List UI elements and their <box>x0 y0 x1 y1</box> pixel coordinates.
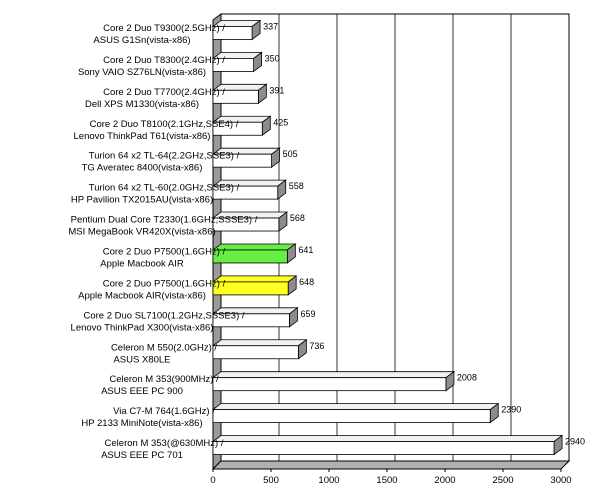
category-label-line1: Via C7-M 764(1.6GHz) / <box>113 406 215 417</box>
bar-14 <box>211 434 564 456</box>
category-label-line2: ASUS EEE PC 701 <box>101 450 183 461</box>
category-label-line1: Core 2 Duo P7500(1.6GHz) / <box>103 246 226 257</box>
value-label: 568 <box>290 213 305 223</box>
value-label: 2008 <box>457 373 477 383</box>
bar-7 <box>211 211 289 232</box>
bar-5 <box>211 147 281 168</box>
bar-front-face <box>212 345 299 360</box>
bar-front-face <box>212 57 254 72</box>
value-label: 641 <box>298 245 313 255</box>
bar-top-face <box>211 435 564 442</box>
category-label-line2: MSI MegaBook VR420X(vista-x86) <box>68 227 215 238</box>
bar-front-face <box>212 89 259 104</box>
bar-top-face <box>211 371 456 379</box>
x-tick-label: 0 <box>210 475 215 486</box>
category-label-line1: Celeron M 550(2.0GHz) / <box>111 342 217 353</box>
x-tick-label: 1500 <box>376 475 397 486</box>
bar-9 <box>211 275 298 296</box>
category-label-line2: Apple Macbook AIR(vista-x86) <box>78 290 206 301</box>
x-tick-label: 500 <box>263 475 279 486</box>
bar-front-face <box>212 153 272 168</box>
x-tick-label: 2500 <box>492 475 513 486</box>
bar-front-face <box>212 281 289 296</box>
bar-front-face <box>212 185 279 200</box>
bar-1 <box>211 19 262 41</box>
bar-11 <box>211 338 308 360</box>
category-label-line1: Core 2 Duo P7500(1.6GHz) / <box>103 278 226 289</box>
value-label: 350 <box>265 53 280 63</box>
bar-4 <box>211 115 272 137</box>
bar-top-face <box>211 243 297 251</box>
category-label-line2: ASUS X80LE <box>113 354 170 365</box>
category-label-line2: Dell XPS M1330(vista-x86) <box>85 99 199 110</box>
category-label-line2: ASUS EEE PC 900 <box>101 386 183 397</box>
category-label-line1: Core 2 Duo T8300(2.4GHz) / <box>103 55 225 66</box>
bar-top-face <box>211 339 308 347</box>
bar-top-face <box>211 275 298 283</box>
bar-6 <box>211 179 287 200</box>
x-tick-label: 3000 <box>550 475 571 486</box>
value-label: 391 <box>269 85 284 95</box>
category-label-line2: HP 2133 MiniNote(vista-x86) <box>81 418 202 429</box>
bar-front-face <box>212 313 290 328</box>
plot-floor <box>211 460 571 470</box>
bar-2 <box>211 51 263 73</box>
category-label-line2: ASUS G1Sn(vista-x86) <box>93 35 190 46</box>
category-label-line1: Pentium Dual Core T2330(1.6GHz,SSSE3) / <box>71 215 258 226</box>
value-label: 648 <box>299 277 314 287</box>
bar-front-face <box>212 249 288 264</box>
category-label-line2: TG Averatec 8400(vista-x86) <box>82 163 203 174</box>
bar-13 <box>211 402 500 424</box>
category-label-line2: HP Pavilion TX2015AU(vista-x86) <box>71 195 213 206</box>
value-label: 337 <box>263 21 278 31</box>
category-label-line1: Turion 64 x2 TL-64(2.2GHz,SSE3) / <box>89 151 240 162</box>
category-label-line1: Celeron M 353(@630MHz) / <box>105 438 224 449</box>
category-label-line1: Core 2 Duo SL7100(1.2GHz,SSSE3) / <box>83 310 244 321</box>
bar-front-face <box>212 217 280 232</box>
category-label-line1: Core 2 Duo T9300(2.5GHz) / <box>103 23 225 34</box>
value-label: 558 <box>289 181 304 191</box>
x-tick-label: 2000 <box>434 475 455 486</box>
bar-12 <box>211 370 456 392</box>
category-label-line2: Apple Macbook AIR <box>100 258 184 269</box>
value-label: 736 <box>309 341 324 351</box>
value-label: 505 <box>283 149 298 159</box>
value-label: 2390 <box>501 405 521 415</box>
bar-front-face <box>212 121 263 136</box>
bar-front-face <box>212 441 555 455</box>
value-label: 425 <box>273 117 288 127</box>
bar-3 <box>211 83 268 105</box>
bar-front-face <box>212 26 253 40</box>
x-tick-label: 1000 <box>318 475 339 486</box>
category-label-line1: Turion 64 x2 TL-60(2.0GHz,SSE3) / <box>89 183 240 194</box>
category-label-line2: Sony VAIO SZ76LN(vista-x86) <box>78 67 206 78</box>
category-label-line1: Celeron M 353(900MHz) / <box>109 374 219 385</box>
bar-front-face <box>212 377 447 392</box>
value-label: 659 <box>300 309 315 319</box>
category-label-line2: Lenovo ThinkPad T61(vista-x86) <box>74 131 211 142</box>
side-wall <box>212 13 222 471</box>
bar-8 <box>211 243 297 264</box>
value-label: 2940 <box>565 437 585 447</box>
category-label-line1: Core 2 Duo T8100(2.1GHz,SSE4) / <box>90 119 239 130</box>
bar-front-face <box>212 409 491 424</box>
category-label-line1: Core 2 Duo T7700(2.4GHz) / <box>103 87 225 98</box>
bar-top-face <box>211 403 500 411</box>
category-label-line2: Lenovo ThinkPad X300(vista-x86) <box>71 322 214 333</box>
bar-10 <box>211 307 299 328</box>
